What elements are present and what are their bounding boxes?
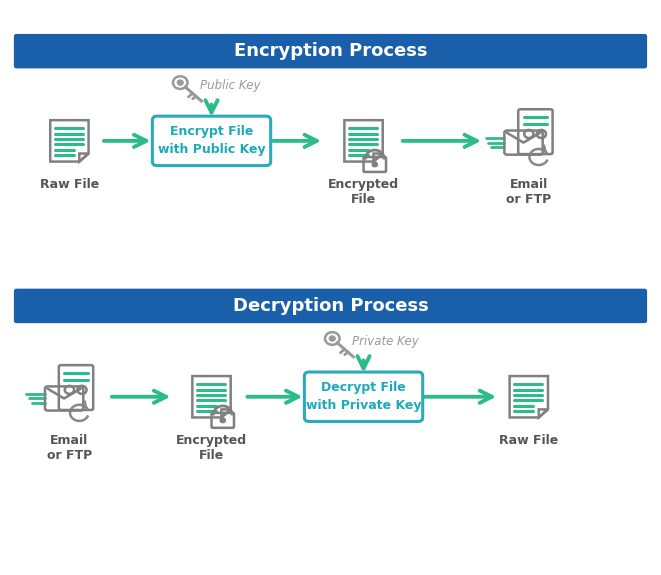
Text: Public Key: Public Key <box>200 79 260 92</box>
Text: Decryption Process: Decryption Process <box>233 297 428 315</box>
Text: Decrypt File
with Private Key: Decrypt File with Private Key <box>306 381 421 412</box>
Text: Email
or FTP: Email or FTP <box>47 434 92 462</box>
Text: Email
or FTP: Email or FTP <box>506 178 551 206</box>
Text: Encrypted
File: Encrypted File <box>176 434 247 462</box>
Text: Encrypted
File: Encrypted File <box>328 178 399 206</box>
Text: Encryption Process: Encryption Process <box>234 42 427 60</box>
FancyBboxPatch shape <box>14 34 647 68</box>
FancyBboxPatch shape <box>153 116 271 166</box>
FancyBboxPatch shape <box>14 289 647 323</box>
Circle shape <box>329 336 335 341</box>
Text: Encrypt File
with Public Key: Encrypt File with Public Key <box>158 125 265 156</box>
Text: Raw File: Raw File <box>40 178 99 191</box>
Text: Private Key: Private Key <box>352 335 418 348</box>
Text: Raw File: Raw File <box>499 434 559 447</box>
Circle shape <box>220 418 225 423</box>
Circle shape <box>177 80 183 85</box>
Circle shape <box>372 162 377 167</box>
FancyBboxPatch shape <box>305 372 423 421</box>
